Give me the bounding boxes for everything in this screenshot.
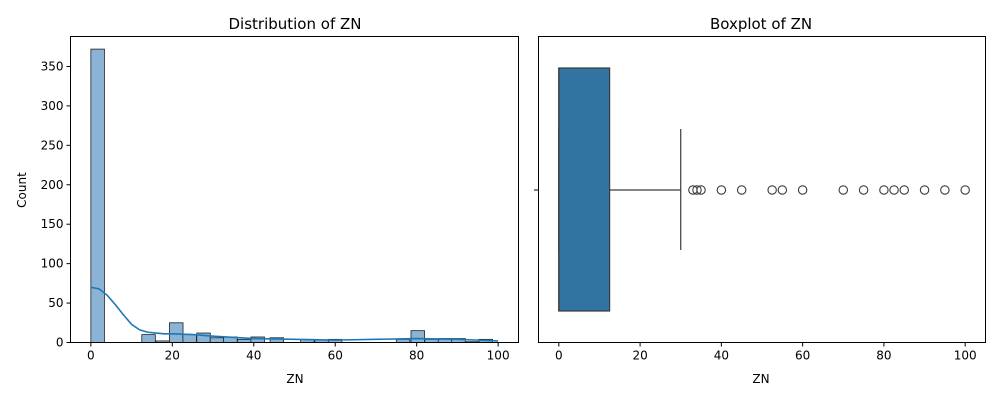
histogram-bars [90,48,493,343]
histogram-y-label: Count [15,172,29,208]
boxplot-x-tick-label: 40 [714,349,729,363]
outlier-point [919,185,930,195]
outlier-point [879,185,889,195]
histogram-bar [209,337,225,343]
histogram-x-tick-label: 40 [246,349,261,363]
histogram-x-tick-label: 20 [165,349,180,363]
outlier-point [940,185,950,195]
histogram-kde [90,286,499,342]
histogram-bar [410,330,425,343]
outlier-point [736,185,747,195]
outlier-point [889,185,899,195]
histogram-x-label: ZN [286,372,303,386]
outlier-point [838,185,849,195]
histogram-frame [70,36,519,343]
histogram-x-tick-label: 80 [409,349,424,363]
outlier-point [777,185,788,195]
outlier-point [899,185,909,195]
histogram-y-tick-label: 200 [41,178,64,192]
histogram-x-tick-label: 60 [328,349,343,363]
histogram-y-tick-label: 0 [56,336,64,350]
boxplot-x-tick-label: 60 [795,349,810,363]
histogram-y-tick-label: 100 [41,257,64,271]
boxplot-panel: Boxplot of ZN ZN 0 20 40 60 80 100 [534,15,986,386]
histogram-x-tick-label: 100 [487,349,510,363]
histogram-bar [90,48,105,343]
histogram-y-tick-label: 350 [41,59,64,73]
boxplot-outliers [688,185,970,195]
histogram-y-tick-label: 50 [48,296,63,310]
boxplot-x-tick-label: 80 [876,349,891,363]
boxplot-x-tick-label: 0 [555,349,563,363]
outlier-point [797,185,808,195]
outlier-point [767,185,777,195]
outlier-point [692,185,702,195]
boxplot-frame [538,36,986,343]
histogram-bar [182,334,197,343]
histogram-title: Distribution of ZN [228,15,361,33]
kde-curve [90,286,499,342]
boxplot-x-tick-label: 20 [632,349,647,363]
histogram-x-tick-label: 0 [87,349,95,363]
outlier-point [858,185,869,195]
box-iqr [558,67,611,312]
histogram-y-tick-label: 300 [41,99,64,113]
histogram-x-ticks: 0 20 40 60 80 100 [87,342,510,363]
histogram-bar [169,322,184,343]
histogram-panel: Distribution of ZN ZN Count 0 20 40 60 80 100… [15,15,519,386]
outlier-point [716,185,727,195]
boxplot-x-label: ZN [752,372,769,386]
outlier-point [960,185,970,195]
histogram-bar [141,334,156,343]
outlier-point [696,185,706,195]
boxplot-title: Boxplot of ZN [710,15,812,33]
boxplot-x-tick-label: 100 [954,349,977,363]
histogram-y-tick-label: 150 [41,217,64,231]
boxplot-box [558,67,682,312]
histogram-y-ticks: 0 50 100 150 200 250 300 350 [41,59,71,350]
boxplot-x-ticks: 0 20 40 60 80 100 [555,342,977,363]
histogram-y-tick-label: 250 [41,138,64,152]
